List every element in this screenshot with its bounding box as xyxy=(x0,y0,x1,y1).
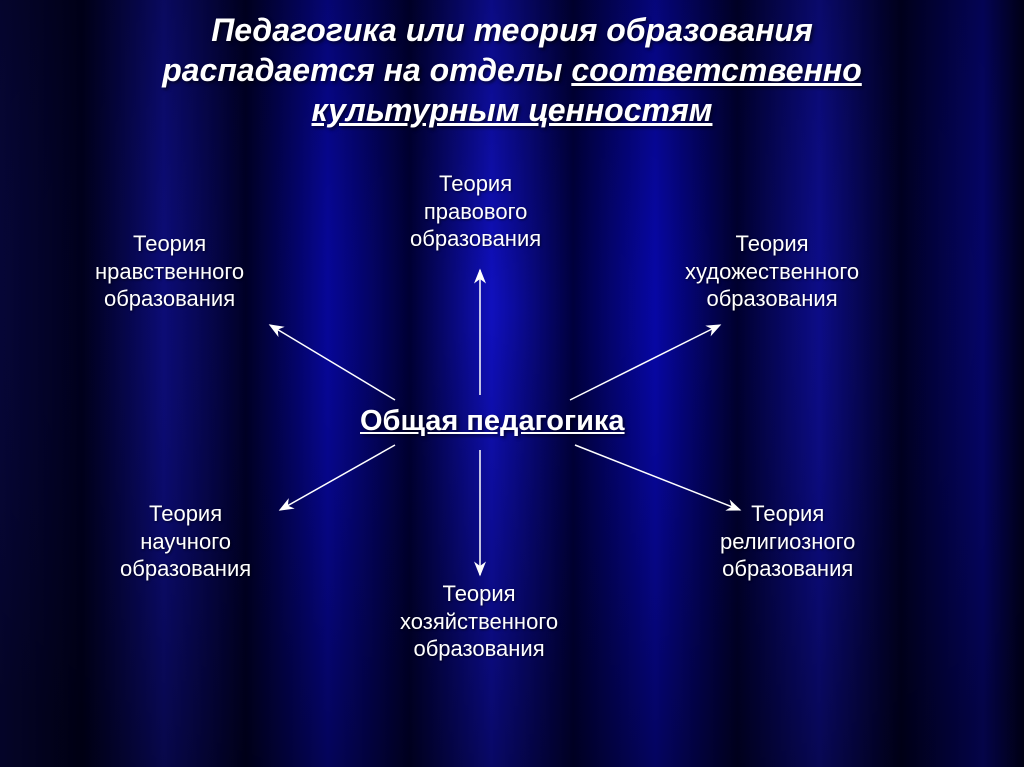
slide: Педагогика или теория образования распад… xyxy=(0,0,1024,767)
title-line2-plain: распадается на отделы xyxy=(162,52,571,88)
node-moral: Теория нравственного образования xyxy=(95,230,244,313)
node-science: Теория научного образования xyxy=(120,500,251,583)
node-economic: Теория хозяйственного образования xyxy=(400,580,558,663)
center-node: Общая педагогика xyxy=(360,405,625,438)
slide-title: Педагогика или теория образования распад… xyxy=(0,10,1024,130)
title-line2-underlined: соответственно xyxy=(571,52,861,88)
node-legal: Теория правового образования xyxy=(410,170,541,253)
node-religious: Теория религиозного образования xyxy=(720,500,855,583)
node-art: Теория художественного образования xyxy=(685,230,859,313)
title-line1: Педагогика или теория образования xyxy=(211,12,813,48)
title-line3-underlined: культурным ценностям xyxy=(312,92,713,128)
